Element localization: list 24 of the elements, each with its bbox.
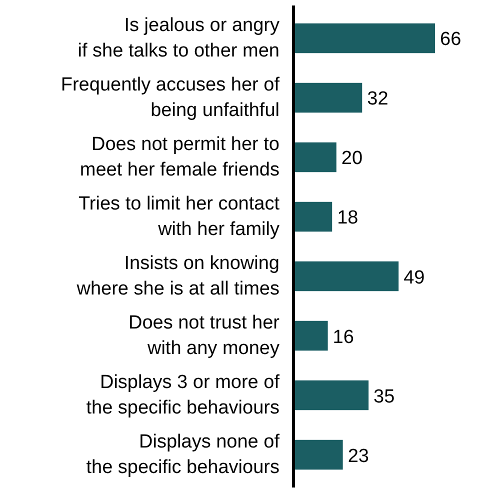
bar <box>294 440 343 470</box>
y-tick-label: Frequently accuses her of being unfaithful <box>60 74 280 121</box>
bar <box>294 202 332 232</box>
data-label: 23 <box>348 446 369 467</box>
bar <box>294 82 362 113</box>
bar <box>294 320 328 351</box>
data-label: 20 <box>341 148 363 170</box>
data-label: 16 <box>332 326 354 348</box>
data-label: 35 <box>374 386 395 408</box>
y-tick-label: Does not permit her to meet her female friends <box>80 134 280 180</box>
bar <box>294 261 399 292</box>
y-tick-label: Is jealous or angry if she talks to other men <box>78 15 280 62</box>
bar <box>294 142 336 172</box>
y-tick-label: Does not trust her with any money <box>128 312 280 359</box>
bar <box>294 380 369 410</box>
y-tick-label: Tries to limit her contact with her family <box>78 194 280 240</box>
y-tick-label: Insists on knowing where she is at all times <box>76 253 280 300</box>
data-label: 32 <box>367 88 388 110</box>
y-tick-label: Displays none of the specific behaviours <box>86 432 280 478</box>
bar <box>294 23 436 54</box>
data-label: 18 <box>337 208 358 229</box>
y-tick-label: Displays 3 or more of the specific behaviours <box>86 372 280 418</box>
data-label: 49 <box>404 267 425 288</box>
data-label: 66 <box>440 29 462 50</box>
